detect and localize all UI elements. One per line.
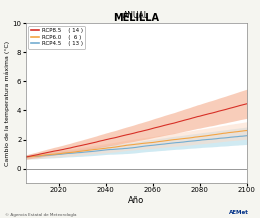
Text: © Agencia Estatal de Meteorología: © Agencia Estatal de Meteorología bbox=[5, 213, 77, 217]
Legend: RCP8.5    ( 14 ), RCP6.0    (  6 ), RCP4.5    ( 13 ): RCP8.5 ( 14 ), RCP6.0 ( 6 ), RCP4.5 ( 13… bbox=[28, 26, 85, 49]
Text: ANUAL: ANUAL bbox=[123, 11, 149, 20]
Y-axis label: Cambio de la temperatura máxima (°C): Cambio de la temperatura máxima (°C) bbox=[4, 41, 10, 166]
Title: MELILLA: MELILLA bbox=[113, 13, 159, 23]
Text: AEMet: AEMet bbox=[229, 210, 249, 215]
X-axis label: Año: Año bbox=[128, 196, 144, 205]
